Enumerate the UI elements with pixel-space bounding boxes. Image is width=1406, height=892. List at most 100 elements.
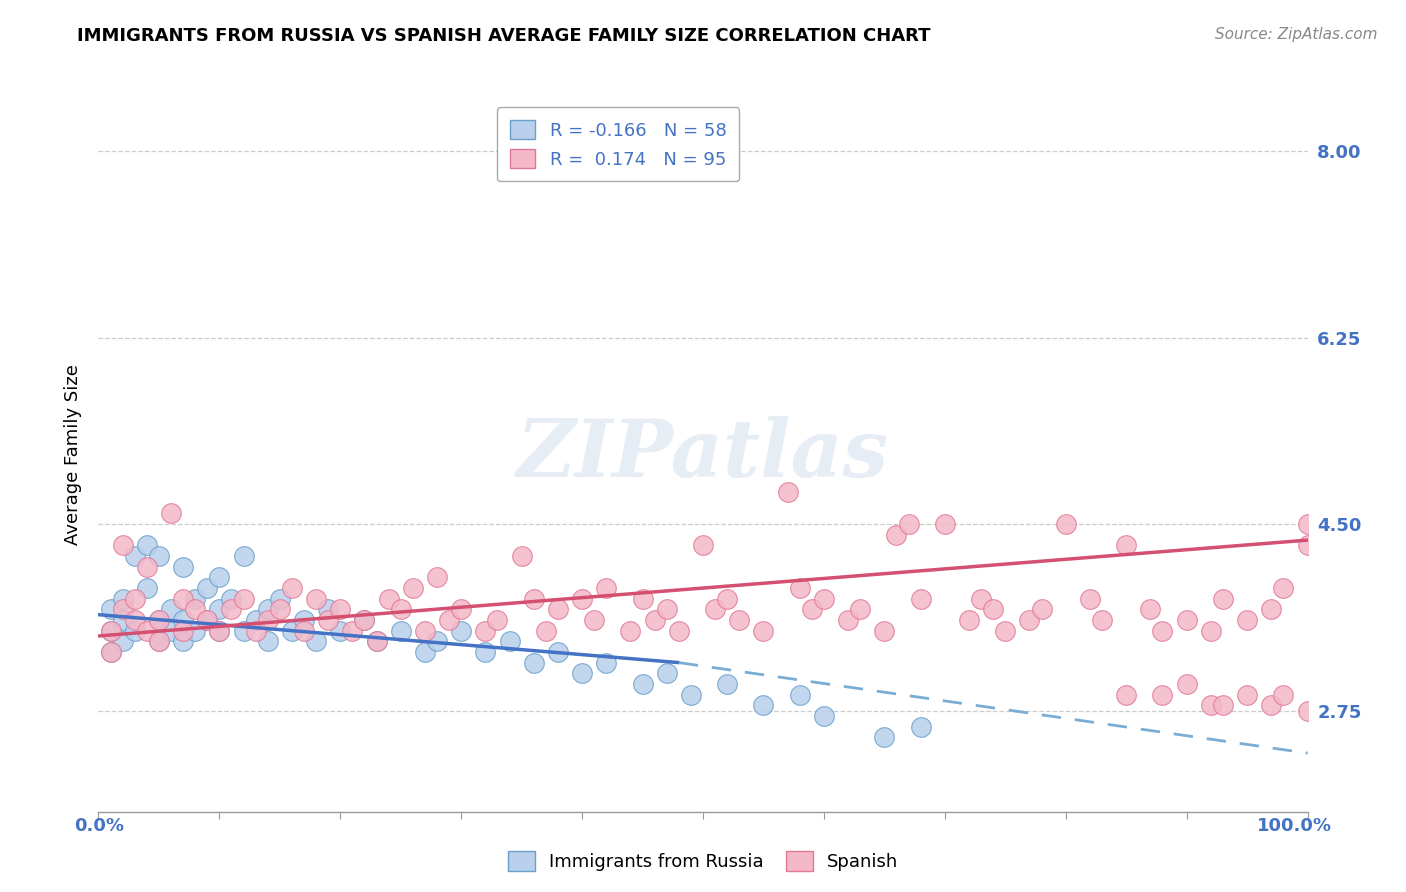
Point <box>1031 602 1053 616</box>
Point <box>221 591 243 606</box>
Point <box>124 549 146 563</box>
Point <box>595 581 617 595</box>
Point <box>1296 704 1319 718</box>
Point <box>595 656 617 670</box>
Point <box>389 624 412 638</box>
Point <box>498 634 520 648</box>
Point <box>631 591 654 606</box>
Point <box>184 624 207 638</box>
Point <box>789 581 811 595</box>
Point <box>172 591 194 606</box>
Point <box>957 613 980 627</box>
Legend: Immigrants from Russia, Spanish: Immigrants from Russia, Spanish <box>501 844 905 879</box>
Point <box>631 677 654 691</box>
Point <box>426 634 449 648</box>
Point <box>148 613 170 627</box>
Point <box>1260 698 1282 713</box>
Point <box>1272 688 1295 702</box>
Point <box>873 624 896 638</box>
Point <box>1272 581 1295 595</box>
Point <box>1152 624 1174 638</box>
Point <box>100 624 122 638</box>
Point <box>1296 517 1319 532</box>
Point <box>172 624 194 638</box>
Point <box>426 570 449 584</box>
Point <box>837 613 859 627</box>
Point <box>111 591 134 606</box>
Point <box>1152 688 1174 702</box>
Point <box>716 677 738 691</box>
Point <box>1054 517 1077 532</box>
Point <box>195 613 218 627</box>
Point <box>256 602 278 616</box>
Point <box>135 559 157 574</box>
Point <box>1236 688 1258 702</box>
Point <box>692 538 714 552</box>
Point <box>111 538 134 552</box>
Text: IMMIGRANTS FROM RUSSIA VS SPANISH AVERAGE FAMILY SIZE CORRELATION CHART: IMMIGRANTS FROM RUSSIA VS SPANISH AVERAG… <box>77 27 931 45</box>
Point <box>281 581 304 595</box>
Point <box>329 602 352 616</box>
Point <box>366 634 388 648</box>
Point <box>474 624 496 638</box>
Point <box>111 602 134 616</box>
Point <box>789 688 811 702</box>
Point <box>897 517 920 532</box>
Point <box>111 634 134 648</box>
Point <box>752 698 775 713</box>
Point <box>910 719 932 733</box>
Point <box>668 624 690 638</box>
Point <box>353 613 375 627</box>
Point <box>752 624 775 638</box>
Point <box>571 666 593 681</box>
Point <box>1212 591 1234 606</box>
Point <box>269 591 291 606</box>
Point <box>849 602 872 616</box>
Point <box>1091 613 1114 627</box>
Point <box>172 613 194 627</box>
Point <box>1115 688 1137 702</box>
Point <box>100 645 122 659</box>
Point <box>510 549 533 563</box>
Point <box>135 581 157 595</box>
Point <box>1175 677 1198 691</box>
Point <box>583 613 606 627</box>
Point <box>256 613 278 627</box>
Point <box>342 624 364 638</box>
Point <box>679 688 702 702</box>
Point <box>655 602 678 616</box>
Point <box>1018 613 1040 627</box>
Point <box>366 634 388 648</box>
Point <box>148 634 170 648</box>
Point <box>413 624 436 638</box>
Text: 0.0%: 0.0% <box>75 817 124 835</box>
Point <box>195 613 218 627</box>
Point <box>437 613 460 627</box>
Point <box>994 624 1017 638</box>
Point <box>100 645 122 659</box>
Point <box>124 624 146 638</box>
Point <box>232 549 254 563</box>
Point <box>1296 538 1319 552</box>
Point <box>316 602 339 616</box>
Point <box>655 666 678 681</box>
Point <box>245 624 267 638</box>
Point <box>148 549 170 563</box>
Point <box>111 613 134 627</box>
Point <box>523 591 546 606</box>
Point <box>800 602 823 616</box>
Point <box>100 624 122 638</box>
Point <box>776 485 799 500</box>
Point <box>970 591 993 606</box>
Point <box>305 634 328 648</box>
Point <box>172 634 194 648</box>
Point <box>547 645 569 659</box>
Point <box>184 591 207 606</box>
Point <box>873 730 896 744</box>
Text: Source: ZipAtlas.com: Source: ZipAtlas.com <box>1215 27 1378 42</box>
Point <box>704 602 727 616</box>
Point <box>534 624 557 638</box>
Point <box>316 613 339 627</box>
Point <box>1212 698 1234 713</box>
Point <box>208 624 231 638</box>
